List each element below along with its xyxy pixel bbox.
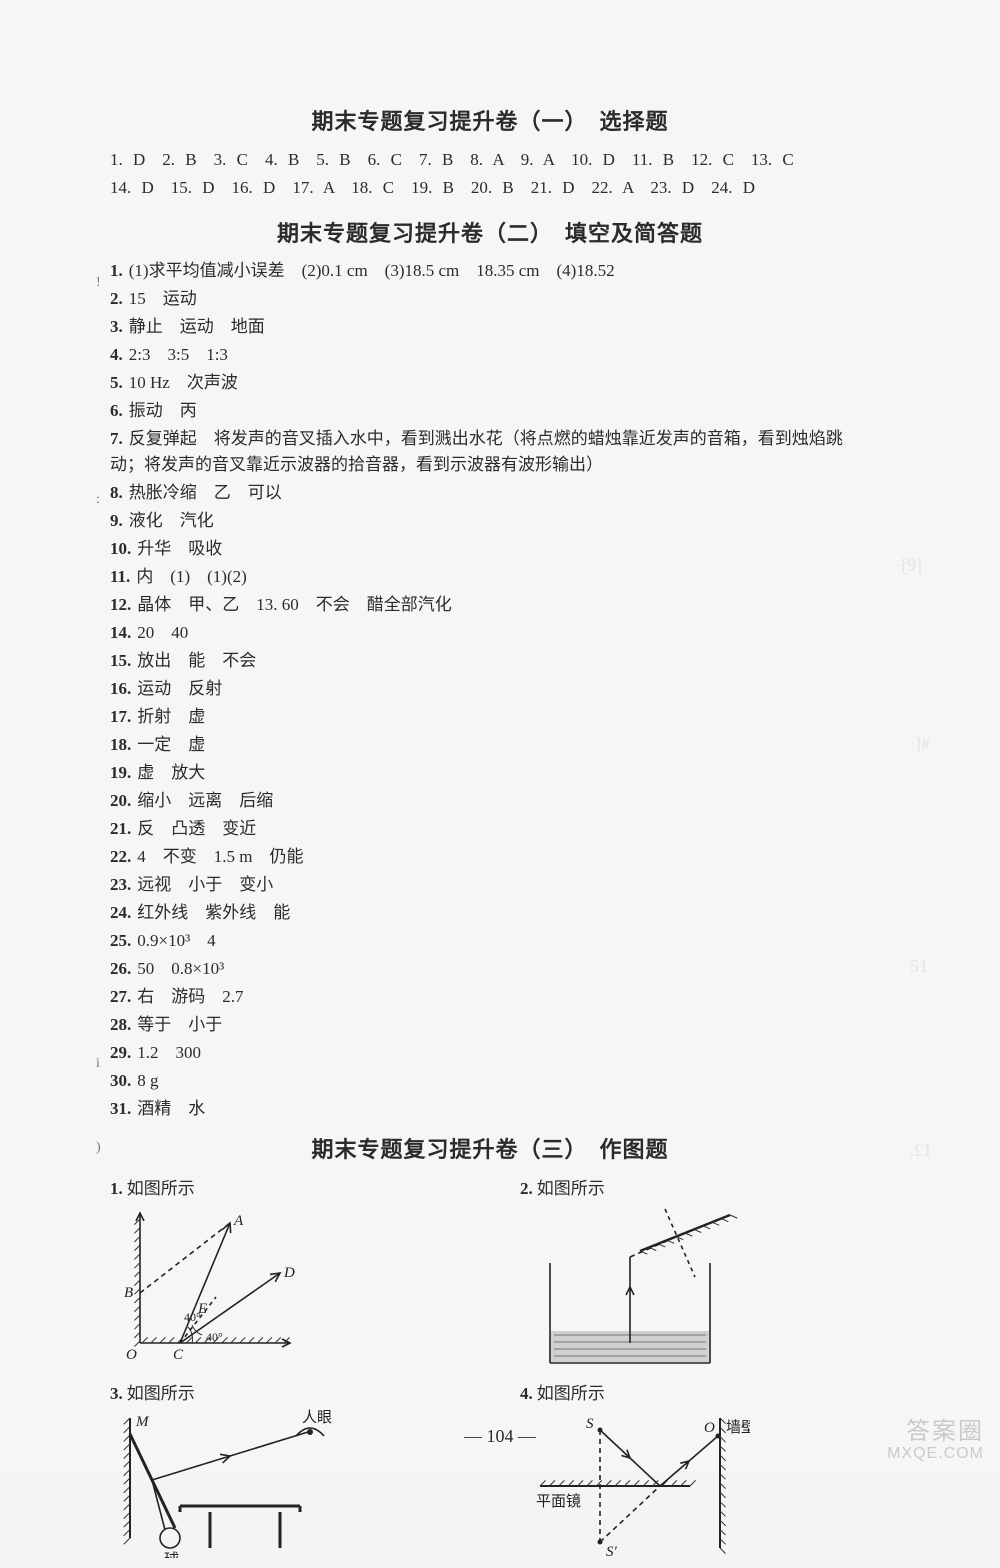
svg-text:O: O (126, 1347, 137, 1363)
answer-item: 26.50 0.8×10³ (110, 956, 870, 982)
answer-item: 5.10 Hz 次声波 (110, 370, 870, 396)
section1-title: 期末专题复习提升卷（一） 选择题 (110, 104, 870, 136)
answer-item: 21.反 凸透 变近 (110, 816, 870, 842)
section3-title: 期末专题复习提升卷（三） 作图题 (110, 1132, 870, 1164)
page: ! : i ) ·[9] ·]# 51 .£1 期末专题复习提升卷（一） 选择题… (0, 0, 1000, 1471)
svg-text:球: 球 (164, 1551, 179, 1558)
answer-item: 27.右 游码 2.7 (110, 984, 870, 1010)
svg-text:40°: 40° (184, 1310, 201, 1324)
faint-artifact: ·[9] (895, 555, 922, 576)
svg-text:C: C (173, 1347, 184, 1363)
margin-mark: ! (96, 275, 101, 291)
answer-item: 25.0.9×10³ 4 (110, 928, 870, 954)
answer-item: 1.(1)求平均值减小误差 (2)0.1 cm (3)18.5 cm 18.35… (110, 258, 870, 284)
fig2-diagram (520, 1203, 740, 1373)
page-number: — 104 — (0, 1426, 1000, 1447)
answer-item: 17.折射 虚 (110, 704, 870, 730)
answer-item: 20.缩小 远离 后缩 (110, 788, 870, 814)
section1-row2: 14. D 15. D 16. D 17. A 18. C 19. B 20. … (110, 174, 870, 202)
answer-item: 10.升华 吸收 (110, 536, 870, 562)
answer-item: 14.20 40 (110, 620, 870, 646)
answer-item: 4.2:3 3:5 1:3 (110, 342, 870, 368)
svg-text:人眼: 人眼 (302, 1409, 332, 1426)
faint-artifact: .£1 (910, 1140, 933, 1161)
answer-item: 3.静止 运动 地面 (110, 314, 870, 340)
svg-text:D: D (283, 1265, 295, 1281)
answer-item: 28.等于 小于 (110, 1012, 870, 1038)
faint-artifact: ·]# (909, 734, 930, 755)
section2-title: 期末专题复习提升卷（二） 填空及简答题 (110, 216, 870, 248)
watermark-line1: 答案圈 (887, 1419, 984, 1445)
content-area: 期末专题复习提升卷（一） 选择题 1. D 2. B 3. C 4. B 5. … (110, 98, 870, 1568)
margin-mark: i (96, 1056, 100, 1072)
answer-item: 18.一定 虚 (110, 732, 870, 758)
fig3-caption: 3.如图所示 (110, 1379, 460, 1404)
fig1-diagram: ABCDEO40°40° (110, 1203, 300, 1363)
answer-item: 2.15 运动 (110, 286, 870, 312)
answer-item: 11.内 (1) (1)(2) (110, 564, 870, 590)
fig1-caption: 1.如图所示 (110, 1174, 460, 1199)
fig2-caption: 2.如图所示 (520, 1174, 870, 1199)
fig2-cell: 2.如图所示 (520, 1174, 870, 1373)
answer-item: 31.酒精 水 (110, 1096, 870, 1122)
answer-item: 23.远视 小于 变小 (110, 872, 870, 898)
answer-item: 19.虚 放大 (110, 760, 870, 786)
watermark: 答案圈 MXQE.COM (887, 1419, 984, 1463)
section2-list: 1.(1)求平均值减小误差 (2)0.1 cm (3)18.5 cm 18.35… (110, 258, 870, 1122)
answer-item: 22.4 不变 1.5 m 仍能 (110, 844, 870, 870)
margin-mark: ) (96, 1140, 101, 1156)
answer-item: 7.反复弹起 将发声的音叉插入水中，看到溅出水花（将点燃的蜡烛靠近发声的音箱，看… (110, 426, 870, 478)
fig4-cell: 4.如图所示 平面镜墙壁SOS′ (520, 1379, 870, 1568)
answer-item: 24.红外线 紫外线 能 (110, 900, 870, 926)
faint-artifact: 51 (910, 956, 928, 977)
fig-row-2: 3.如图所示 M球人眼 4.如图所示 平面镜墙壁SOS′ (110, 1379, 870, 1568)
fig3-cell: 3.如图所示 M球人眼 (110, 1379, 460, 1568)
fig-row-1: 1.如图所示 ABCDEO40°40° 2.如图所示 (110, 1174, 870, 1373)
svg-text:B: B (124, 1285, 133, 1301)
fig1-cell: 1.如图所示 ABCDEO40°40° (110, 1174, 460, 1373)
svg-text:S′: S′ (606, 1544, 618, 1560)
svg-text:平面镜: 平面镜 (536, 1492, 581, 1510)
svg-text:A: A (233, 1213, 244, 1229)
answer-item: 9.液化 汽化 (110, 508, 870, 534)
margin-mark: : (96, 492, 100, 508)
svg-text:40°: 40° (206, 1330, 223, 1344)
answer-item: 6.振动 丙 (110, 398, 870, 424)
fig4-caption: 4.如图所示 (520, 1379, 870, 1404)
answer-item: 16.运动 反射 (110, 676, 870, 702)
answer-item: 29.1.2 300 (110, 1040, 870, 1066)
answer-item: 30.8 g (110, 1068, 870, 1094)
answer-item: 12.晶体 甲、乙 13. 60 不会 醋全部汽化 (110, 592, 870, 618)
watermark-line2: MXQE.COM (887, 1445, 984, 1463)
section1-row1: 1. D 2. B 3. C 4. B 5. B 6. C 7. B 8. A … (110, 146, 870, 174)
answer-item: 15.放出 能 不会 (110, 648, 870, 674)
answer-item: 8.热胀冷缩 乙 可以 (110, 480, 870, 506)
